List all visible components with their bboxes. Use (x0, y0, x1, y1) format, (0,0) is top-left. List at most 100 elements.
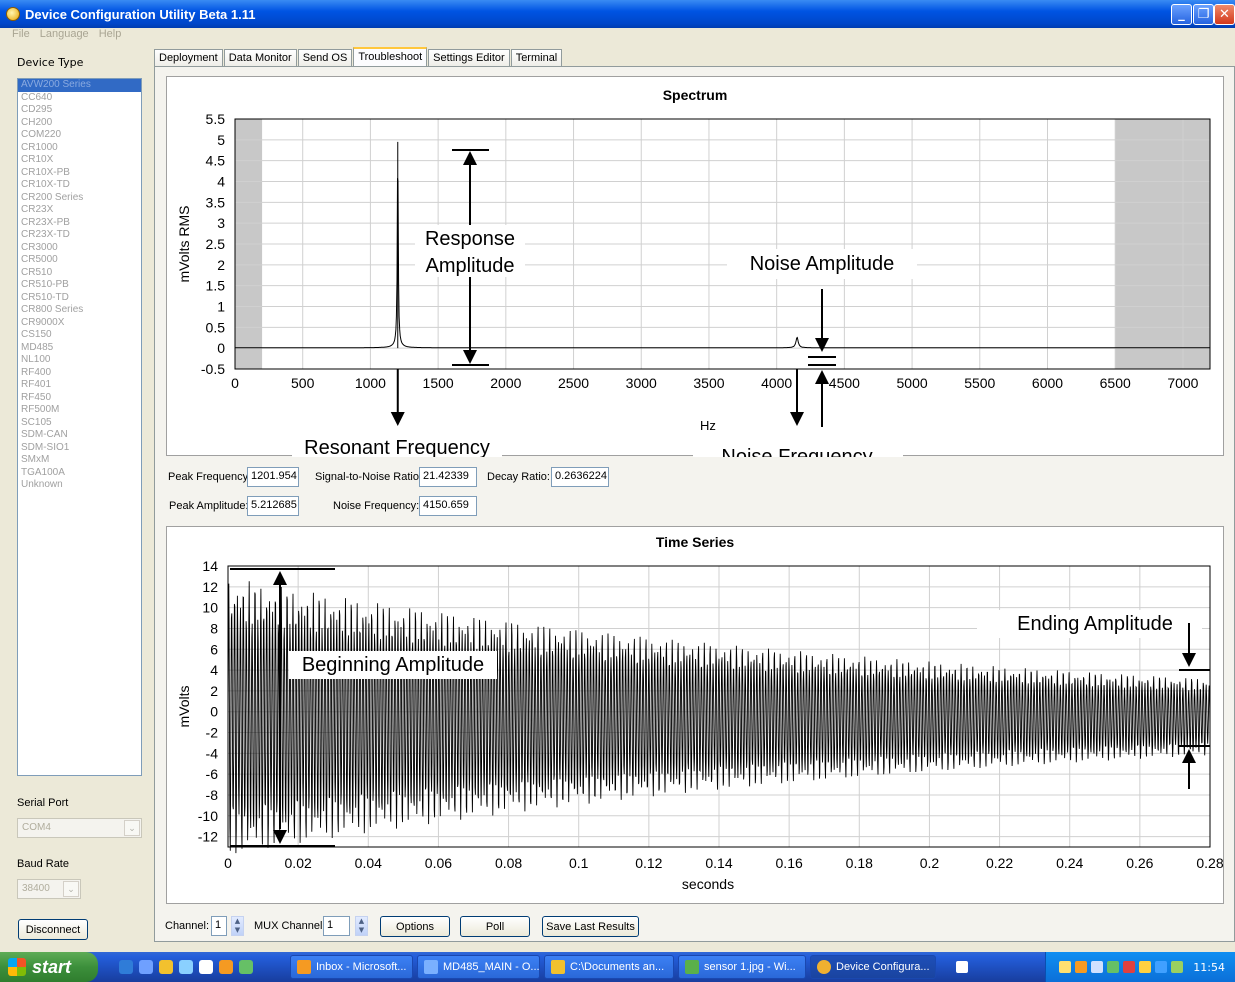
channel-spinner[interactable]: ▲ ▼ (231, 916, 244, 936)
media-icon[interactable] (179, 960, 193, 974)
device-list-item[interactable]: SMxM (21, 454, 50, 465)
tab-troubleshoot[interactable]: Troubleshoot (353, 47, 428, 68)
help-icon[interactable] (956, 961, 968, 973)
device-list-item[interactable]: RF500M (21, 404, 60, 415)
menu-file[interactable]: File (12, 28, 30, 40)
title-bar[interactable]: Device Configuration Utility Beta 1.11 _… (0, 0, 1235, 28)
device-list-item[interactable]: NL100 (21, 354, 51, 365)
peak-frequency-field[interactable]: 1201.954 (247, 467, 299, 487)
task-documents[interactable]: C:\Documents an... (544, 955, 674, 979)
peak-amplitude-field[interactable]: 5.212685 (247, 496, 299, 516)
chevron-down-icon[interactable]: ⌄ (124, 820, 140, 836)
poll-button[interactable]: Poll (460, 916, 530, 937)
x-tick-label: 0.04 (355, 855, 382, 871)
device-list-item[interactable]: MD485 (21, 341, 54, 353)
mux-channel-input[interactable]: 1 (323, 916, 350, 936)
device-list-item[interactable]: SC105 (21, 416, 52, 428)
device-list-item[interactable]: CR510-TD (21, 291, 69, 303)
response-amplitude-label: Response (425, 228, 515, 250)
security-icon[interactable] (1139, 961, 1152, 973)
ending-amplitude-arrow-up (1182, 749, 1196, 763)
app-icon (817, 960, 831, 974)
device-list-item[interactable]: CR23X-PB (21, 216, 70, 228)
device-list-item[interactable]: CR10X (21, 154, 54, 165)
device-list-item[interactable]: AVW200 Series (18, 79, 141, 92)
device-list-item[interactable]: CR10X-PB (21, 166, 70, 178)
device-list-item[interactable]: CD295 (21, 104, 53, 115)
baud-rate-select[interactable]: 38400 ⌄ (17, 879, 81, 899)
device-list-item[interactable]: SDM-SIO1 (21, 441, 70, 453)
y-tick-label: 12 (202, 579, 218, 595)
folder-icon[interactable] (159, 960, 173, 974)
device-list-item[interactable]: COM220 (21, 129, 62, 140)
tab-deployment[interactable]: Deployment (154, 49, 223, 68)
snr-field[interactable]: 21.42339 (419, 467, 477, 487)
device-list-item[interactable]: CR3000 (21, 241, 58, 253)
close-button[interactable]: ✕ (1214, 4, 1235, 25)
y-tick-label: 5.5 (206, 111, 226, 127)
task-sensor-image[interactable]: sensor 1.jpg - Wi... (678, 955, 806, 979)
serial-port-select[interactable]: COM4 ⌄ (17, 818, 142, 838)
device-list-item[interactable]: CR9000X (21, 316, 65, 328)
device-list-item[interactable]: CR1000 (21, 141, 58, 153)
device-list-item[interactable]: CR23X-TD (21, 229, 70, 240)
mux-channel-spinner[interactable]: ▲ ▼ (355, 916, 368, 936)
menu-help[interactable]: Help (98, 28, 122, 40)
device-list-item[interactable]: RF400 (21, 366, 52, 378)
app-icon[interactable] (199, 960, 213, 974)
y-tick-label: 3 (217, 215, 225, 231)
noise-amplitude-arrow-down (815, 338, 829, 352)
outlook-icon[interactable] (1075, 961, 1088, 973)
start-button[interactable]: start (0, 952, 98, 982)
minimize-button[interactable]: _ (1171, 4, 1192, 25)
device-list-item[interactable]: CR23X (21, 204, 54, 215)
device-list-item[interactable]: CR200 Series (21, 191, 84, 203)
task-md485[interactable]: MD485_MAIN - O... (417, 955, 540, 979)
device-list-item[interactable]: RF401 (21, 379, 52, 390)
device-list-item[interactable]: Unknown (21, 479, 63, 490)
network-icon[interactable] (1091, 961, 1104, 973)
y-tick-label: -0.5 (201, 361, 225, 377)
tab-data-monitor[interactable]: Data Monitor (223, 49, 297, 68)
task-inbox[interactable]: Inbox - Microsoft... (290, 955, 413, 979)
noise-frequency-field[interactable]: 4150.659 (419, 496, 477, 516)
restore-button[interactable]: ❐ (1193, 4, 1214, 25)
device-type-label: Device Type (17, 56, 84, 69)
ie-icon[interactable] (119, 960, 133, 974)
device-list-item[interactable]: CR5000 (21, 254, 58, 265)
menu-language[interactable]: Language (39, 28, 89, 40)
outlook-icon[interactable] (219, 960, 233, 974)
browser-icon[interactable] (139, 960, 153, 974)
device-list-item[interactable]: RF450 (21, 391, 52, 403)
disconnect-button[interactable]: Disconnect (18, 919, 88, 940)
save-last-results-button[interactable]: Save Last Results (542, 916, 639, 937)
user-icon[interactable] (1107, 961, 1120, 973)
mail-icon[interactable] (1059, 961, 1072, 973)
chart-title: Spectrum (663, 87, 728, 103)
device-type-list[interactable]: AVW200 Series CC640 CD295 CH200 COM220 CR1000… (17, 78, 142, 776)
antivirus-icon[interactable] (1123, 961, 1136, 973)
device-list-item[interactable]: CR510-PB (21, 279, 69, 290)
channel-input[interactable]: 1 (211, 916, 227, 936)
task-device-configuration[interactable]: Device Configura... (810, 955, 936, 979)
plot-border (227, 565, 1211, 848)
decay-ratio-field[interactable]: 0.2636224 (551, 467, 609, 487)
messenger-icon[interactable] (239, 960, 253, 974)
task-label: C:\Documents an... (570, 961, 665, 973)
device-list-item[interactable]: CR510 (21, 266, 53, 278)
device-list-item[interactable]: TGA100A (21, 466, 65, 478)
volume-icon[interactable] (1171, 961, 1184, 973)
device-list-item[interactable]: CR800 Series (21, 304, 84, 315)
device-list-item[interactable]: CR10X-TD (21, 179, 70, 190)
device-list-item[interactable]: SDM-CAN (21, 429, 68, 440)
spectrum-series-line (234, 178, 1210, 349)
update-icon[interactable] (1155, 961, 1168, 973)
device-list-item[interactable]: CC640 (21, 91, 53, 103)
options-button[interactable]: Options (380, 916, 450, 937)
chevron-down-icon[interactable]: ⌄ (63, 881, 79, 897)
tab-settings-editor[interactable]: Settings Editor (428, 49, 510, 68)
device-list-item[interactable]: CH200 (21, 116, 53, 128)
tab-send-os[interactable]: Send OS (297, 49, 353, 68)
device-list-item[interactable]: CS150 (21, 329, 52, 340)
tab-terminal[interactable]: Terminal (510, 49, 563, 68)
